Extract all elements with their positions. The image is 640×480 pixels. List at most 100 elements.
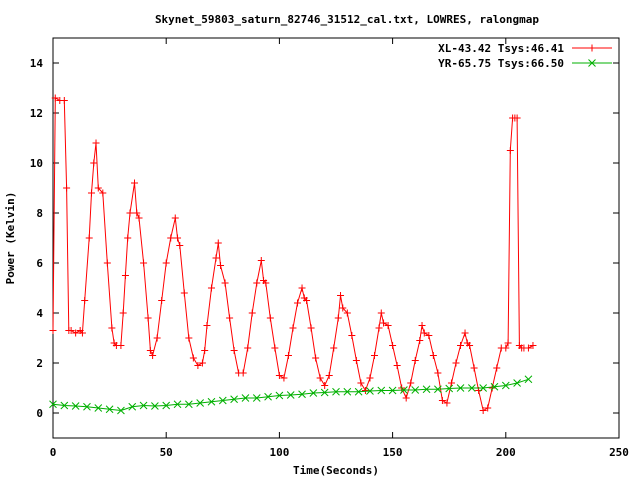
data-point-1-2 (71, 402, 80, 410)
data-point-0-115 (484, 404, 492, 412)
data-point-0-62 (266, 314, 274, 322)
data-point-0-61 (262, 279, 270, 287)
data-point-0-104 (438, 397, 446, 404)
data-point-0-48 (212, 254, 220, 262)
data-point-1-7 (128, 402, 137, 411)
data-point-0-112 (470, 364, 478, 372)
data-point-0-22 (119, 309, 127, 317)
data-point-0-15 (94, 184, 102, 192)
data-point-0-3 (60, 97, 68, 104)
data-point-1-19 (264, 392, 272, 401)
data-point-0-53 (230, 347, 238, 354)
data-point-0-49 (214, 239, 222, 247)
legend-marker-0 (588, 44, 596, 52)
data-point-0-66 (284, 352, 292, 359)
data-point-0-14 (92, 139, 100, 147)
legend: XL-43.42 Tsys:46.41 YR-65.75 Tsys:66.50 (438, 42, 612, 70)
y-tick-label-5: 10 (30, 157, 43, 170)
x-tick-label-0: 0 (50, 446, 57, 459)
data-point-0-45 (201, 347, 209, 354)
y-tick-label-4: 8 (36, 207, 43, 220)
data-point-1-26 (343, 387, 352, 396)
data-point-0-105 (443, 399, 451, 407)
data-point-0-76 (325, 372, 333, 379)
data-point-0-106 (447, 379, 455, 387)
data-point-1-30 (388, 386, 397, 395)
data-point-0-18 (108, 324, 116, 332)
data-point-0-81 (343, 309, 351, 317)
data-point-0-86 (366, 374, 374, 382)
data-point-0-43 (194, 362, 202, 369)
data-point-0-27 (133, 209, 141, 217)
chart-title: Skynet_59803_saturn_82746_31512_cal.txt,… (155, 13, 539, 26)
data-point-0-55 (239, 369, 247, 377)
data-point-1-0 (49, 400, 57, 409)
data-point-0-74 (316, 374, 324, 382)
data-point-0-109 (461, 329, 469, 337)
data-point-0-33 (153, 334, 161, 342)
data-point-0-10 (81, 297, 89, 304)
series-1 (49, 375, 533, 415)
data-point-1-6 (117, 406, 125, 415)
series-0 (49, 94, 537, 414)
data-point-1-15 (218, 396, 227, 405)
data-point-0-91 (384, 322, 392, 329)
data-point-0-85 (361, 387, 369, 394)
data-point-0-30 (144, 314, 152, 322)
data-point-0-119 (502, 344, 510, 352)
data-point-1-16 (230, 395, 238, 404)
data-point-0-64 (275, 372, 283, 379)
data-point-1-31 (400, 386, 408, 394)
data-point-0-38 (174, 234, 182, 242)
data-point-0-83 (352, 357, 360, 364)
data-point-0-84 (357, 379, 365, 387)
data-point-0-13 (90, 159, 98, 167)
x-tick-label-3: 150 (383, 446, 403, 459)
data-point-0-59 (257, 257, 265, 264)
data-point-0-32 (149, 352, 157, 359)
data-point-0-4 (63, 184, 71, 192)
data-point-0-71 (303, 297, 311, 304)
data-point-0-73 (312, 354, 320, 362)
data-point-0-46 (203, 322, 211, 329)
data-point-0-9 (78, 329, 86, 337)
data-point-1-32 (411, 386, 420, 394)
data-point-0-25 (126, 209, 134, 217)
data-point-0-100 (420, 329, 428, 337)
data-point-0-124 (513, 114, 521, 122)
data-point-0-41 (185, 334, 193, 342)
data-point-0-99 (418, 322, 426, 329)
data-point-0-120 (504, 339, 512, 347)
data-point-0-102 (429, 352, 437, 359)
data-point-1-9 (151, 402, 159, 410)
data-point-1-36 (456, 384, 465, 392)
data-point-0-12 (87, 189, 95, 197)
data-point-0-67 (289, 324, 297, 332)
data-point-0-75 (321, 382, 329, 389)
series-layer (49, 94, 537, 415)
data-point-1-5 (105, 405, 114, 414)
data-point-0-39 (176, 242, 184, 249)
data-point-1-34 (434, 385, 442, 394)
data-point-1-33 (422, 385, 431, 394)
data-point-1-25 (332, 387, 340, 396)
data-point-0-24 (124, 234, 132, 242)
data-point-0-34 (158, 297, 166, 304)
data-point-0-89 (377, 309, 385, 317)
data-point-1-10 (162, 401, 171, 410)
data-point-0-82 (348, 332, 356, 339)
data-point-0-29 (140, 259, 148, 267)
x-tick-label-2: 100 (269, 446, 289, 459)
y-axis-label: Power (Kelvin) (4, 192, 17, 285)
data-point-0-101 (425, 332, 433, 339)
plot-frame (52, 37, 620, 439)
data-point-1-40 (501, 381, 510, 390)
data-point-1-28 (366, 387, 374, 395)
data-point-1-20 (275, 391, 284, 400)
legend-marker-1 (588, 59, 596, 67)
data-point-1-39 (490, 382, 499, 391)
data-point-0-47 (207, 284, 215, 292)
data-point-0-50 (217, 262, 225, 269)
data-point-0-97 (411, 357, 419, 364)
